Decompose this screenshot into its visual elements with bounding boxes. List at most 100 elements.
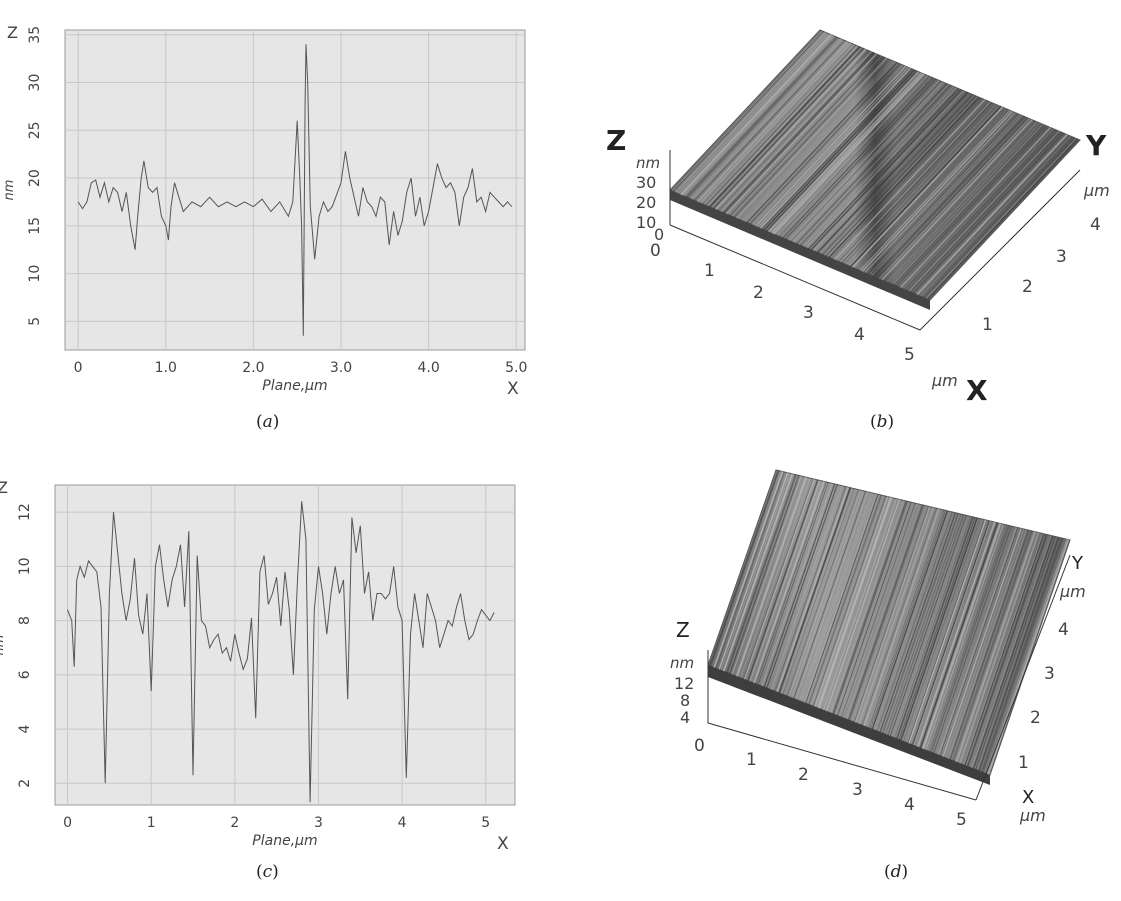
surface-b-x-tick: 1 bbox=[704, 261, 715, 281]
surface-streak bbox=[753, 481, 825, 684]
caption-b-letter: b bbox=[876, 412, 888, 432]
surface-streak bbox=[834, 99, 986, 261]
surface-streak bbox=[721, 51, 872, 212]
surface-streak bbox=[747, 479, 819, 681]
surface-streak bbox=[759, 67, 912, 229]
surface-streak bbox=[853, 506, 930, 723]
surface-streak bbox=[827, 96, 978, 257]
surface-streak bbox=[710, 470, 780, 667]
surface-streak bbox=[778, 487, 852, 694]
surface-streak bbox=[847, 504, 924, 721]
surface-streak bbox=[978, 536, 1060, 772]
surface-streak bbox=[906, 130, 1058, 291]
surface-streak bbox=[908, 130, 1060, 292]
surface-streak bbox=[742, 60, 894, 222]
surface-b-x-tick: 5 bbox=[904, 345, 915, 365]
surface-streak bbox=[757, 482, 829, 685]
surface-streak bbox=[803, 493, 878, 703]
surface-streak bbox=[677, 33, 829, 194]
plot-area bbox=[64, 29, 526, 351]
y-tick-label: 20 bbox=[27, 169, 43, 187]
surface-streak bbox=[869, 114, 1020, 275]
surface-streak bbox=[755, 481, 827, 684]
surface-streak bbox=[922, 523, 1001, 750]
y-tick-label: 8 bbox=[17, 616, 33, 625]
surface-b-z-tick: 20 bbox=[636, 193, 656, 212]
surface-streak bbox=[713, 471, 784, 668]
surface-streak bbox=[726, 474, 797, 673]
surface-streak bbox=[964, 533, 1045, 766]
x-axis-name: X bbox=[507, 379, 519, 399]
surface-streak bbox=[786, 489, 859, 697]
surface-streak bbox=[839, 101, 991, 263]
surface-streak bbox=[673, 31, 824, 192]
surface-streak bbox=[682, 35, 834, 197]
surface-streak bbox=[741, 59, 892, 221]
surface-streak bbox=[903, 518, 981, 742]
surface-b-z-tick: 30 bbox=[636, 173, 656, 192]
surface-streak bbox=[917, 521, 996, 748]
surface-streak bbox=[877, 117, 1029, 279]
surface-streak bbox=[858, 507, 934, 725]
surface-b-x-tick: 3 bbox=[803, 303, 814, 323]
surface-streak bbox=[810, 89, 962, 251]
surface-streak bbox=[709, 46, 861, 208]
profile-line bbox=[67, 501, 495, 803]
surface-streak bbox=[899, 126, 1052, 289]
surface-streak bbox=[763, 483, 836, 688]
surface-streak bbox=[949, 529, 1030, 760]
x-tick-label: 0 bbox=[74, 360, 83, 376]
surface-streak bbox=[861, 508, 937, 726]
surface-streak bbox=[720, 473, 790, 671]
surface-streak bbox=[690, 38, 842, 200]
surface-streak bbox=[916, 134, 1068, 296]
surface-d-z-unit: nm bbox=[670, 654, 694, 672]
surface-streak bbox=[766, 70, 918, 232]
surface-b-z-name: Z bbox=[606, 124, 626, 157]
surface-streak bbox=[798, 84, 950, 245]
surface-streak bbox=[687, 37, 839, 198]
profile-line bbox=[77, 44, 513, 336]
surface-streak bbox=[777, 75, 929, 237]
surface-streak bbox=[889, 515, 967, 737]
surface-b-x-tick: 2 bbox=[753, 283, 764, 303]
surface-streak bbox=[752, 64, 904, 226]
surface-streak bbox=[823, 498, 898, 711]
surface-streak bbox=[771, 485, 843, 690]
surface-streak bbox=[930, 525, 1010, 753]
surface-d-x-tick: 1 bbox=[746, 750, 757, 770]
surface-d-x-axis-line bbox=[707, 722, 977, 801]
surface-streak bbox=[986, 539, 1068, 775]
surface-streak bbox=[743, 478, 815, 680]
surface-streak bbox=[907, 519, 985, 744]
x-tick-label: 1 bbox=[147, 815, 156, 831]
surface-streak bbox=[885, 513, 962, 735]
surface-streak bbox=[870, 510, 946, 729]
surface-streak bbox=[868, 113, 1019, 275]
surface-streak bbox=[729, 475, 800, 674]
surface-d-z-tick: 12 bbox=[674, 674, 694, 693]
surface-streak bbox=[808, 494, 882, 705]
y-axis-label: nm bbox=[0, 635, 7, 656]
surface-d-top bbox=[707, 469, 1071, 776]
surface-streak bbox=[864, 112, 1016, 273]
caption-d-close: ) bbox=[901, 862, 909, 882]
surface-streak bbox=[910, 131, 1062, 293]
chart-a-plot: 0 1.0 2.0 3.0 4.0 5.0 5 10 15 20 25 30 35 nm Plane,µm Z… bbox=[2, 23, 527, 399]
surface-streak bbox=[735, 57, 887, 219]
surface-streak bbox=[774, 486, 847, 692]
surface-streak bbox=[737, 58, 888, 219]
surface-streak bbox=[900, 517, 978, 741]
x-tick-label: 2.0 bbox=[242, 360, 264, 376]
surface-streak bbox=[729, 55, 881, 216]
caption-d-open: ( bbox=[884, 862, 891, 882]
y-tick-label: 2 bbox=[17, 779, 33, 788]
surface-d-x-tick: 4 bbox=[904, 795, 915, 815]
surface-streak bbox=[898, 517, 976, 740]
surface-streak bbox=[987, 539, 1070, 775]
surface-streak bbox=[971, 535, 1052, 769]
surface-streak bbox=[948, 529, 1027, 759]
surface-streak bbox=[776, 486, 849, 693]
surface-d-y-tick: 1 bbox=[1018, 753, 1029, 773]
surface-streak bbox=[862, 111, 1014, 272]
